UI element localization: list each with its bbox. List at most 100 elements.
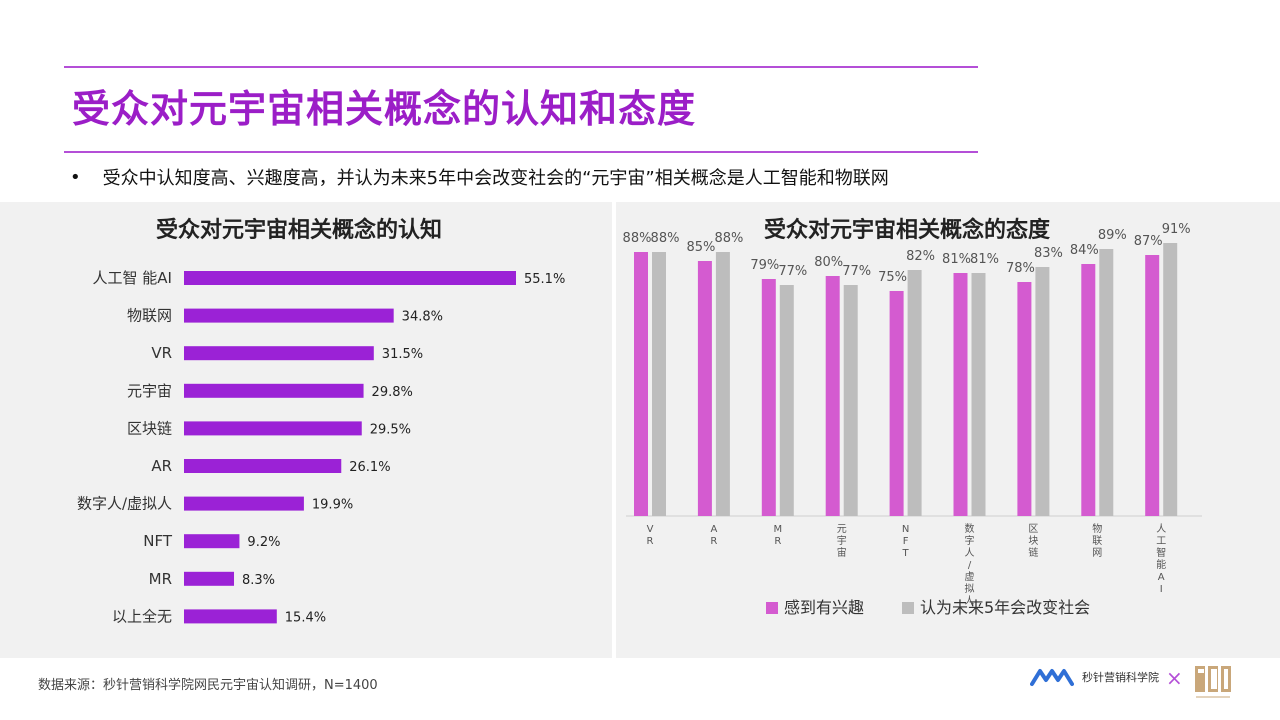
category-label: M	[773, 524, 782, 535]
category-label: VR	[151, 344, 172, 362]
category-label: 数	[965, 522, 975, 535]
awareness-bar-chart: 人工智 能AI 55.1% 物联网 34.8% VR 31.5% 元宇宙 29.8% 区块链 29…	[77, 269, 565, 625]
interest-bar	[953, 273, 968, 516]
value-label: 81%	[970, 252, 999, 267]
change-bar	[715, 252, 730, 516]
category-label: 元	[837, 524, 847, 535]
category-label: 智	[1156, 546, 1166, 559]
cobrand-separator: ×	[1166, 666, 1183, 690]
value-label: 81%	[942, 252, 971, 267]
category-label: 能	[1156, 558, 1166, 571]
category-label: 工	[1156, 536, 1166, 547]
category-label: I	[1160, 584, 1163, 595]
category-label: 块	[1028, 535, 1038, 547]
change-bar	[1099, 249, 1114, 516]
bullet-point: • 受众中认知度高、兴趣度高，并认为未来5年中会改变社会的“元宇宙”相关概念是人…	[70, 164, 889, 190]
legend-label-change: 认为未来5年会改变社会	[920, 598, 1090, 617]
value-label: 84%	[1070, 243, 1099, 258]
interest-bar	[889, 291, 904, 516]
awareness-bar	[184, 496, 304, 511]
category-label: R	[774, 536, 781, 547]
interest-bar	[761, 279, 776, 516]
category-label: AR	[151, 457, 172, 475]
change-bar	[1035, 267, 1050, 516]
value-label: 87%	[1134, 234, 1163, 249]
awareness-bar	[184, 308, 394, 323]
value-label: 78%	[1006, 261, 1035, 276]
value-label: 26.1%	[349, 460, 390, 475]
awareness-bar	[184, 534, 240, 549]
value-label: 55.1%	[524, 272, 565, 287]
interest-bar	[1081, 264, 1096, 516]
awareness-chart-title: 受众对元宇宙相关概念的认知	[156, 218, 443, 243]
value-label: 19.9%	[312, 498, 353, 513]
brand-mark-icon	[1030, 669, 1074, 686]
category-label: N	[902, 524, 909, 535]
category-label: V	[647, 524, 654, 535]
category-label: 人	[965, 547, 975, 559]
category-label: MR	[149, 570, 172, 588]
category-label: 链	[1028, 546, 1038, 559]
change-bar	[907, 270, 922, 516]
category-label: 人	[1156, 523, 1166, 535]
value-label: 29.8%	[372, 385, 413, 400]
interest-bar	[697, 261, 712, 516]
value-label: 77%	[778, 264, 807, 279]
value-label: 9.2%	[247, 535, 280, 550]
category-label: 数字人/虚拟人	[77, 495, 172, 513]
brand-name: 秒针营销科学院	[1082, 671, 1159, 684]
change-bar	[971, 273, 986, 516]
category-label: /	[968, 560, 972, 571]
legend-swatch-interest	[766, 602, 778, 614]
awareness-bar	[184, 421, 362, 436]
category-label: 网	[1092, 547, 1102, 559]
value-label: 75%	[878, 270, 907, 285]
bullet-text: 受众中认知度高、兴趣度高，并认为未来5年中会改变社会的“元宇宙”相关概念是人工智…	[102, 168, 889, 189]
category-label: 宙	[837, 546, 847, 559]
category-label: A	[710, 524, 717, 535]
awareness-bar	[184, 571, 235, 586]
awareness-chart-panel: 受众对元宇宙相关概念的认知 人工智 能AI 55.1% 物联网 34.8% VR 31.5…	[0, 202, 612, 658]
category-label: 元宇宙	[127, 382, 172, 400]
category-label: 物	[1092, 522, 1102, 535]
awareness-bar	[184, 346, 374, 361]
legend-swatch-change	[902, 602, 914, 614]
value-label: 79%	[750, 258, 779, 273]
category-label: R	[647, 536, 654, 547]
change-bar	[843, 285, 858, 516]
title-top-rule	[64, 66, 978, 68]
value-label: 88%	[651, 231, 680, 246]
value-label: 88%	[623, 231, 652, 246]
bullet-symbol: •	[70, 166, 81, 188]
title-bottom-rule	[64, 151, 978, 153]
value-label: 77%	[842, 264, 871, 279]
category-label: 宇	[837, 534, 847, 547]
awareness-bar	[184, 271, 516, 285]
interest-bar	[634, 252, 648, 516]
category-label: 人	[965, 595, 975, 607]
change-bar	[652, 252, 666, 516]
value-label: 29.5%	[370, 422, 411, 437]
value-label: 88%	[714, 231, 743, 246]
category-label: 人工智 能AI	[93, 269, 172, 287]
category-label: 区块链	[127, 419, 172, 437]
category-label: NFT	[143, 532, 173, 550]
category-label: 拟	[965, 582, 975, 595]
brand-logo: 秒针营销科学院	[1030, 666, 1159, 688]
awareness-bar	[184, 459, 342, 473]
value-label: 82%	[906, 249, 935, 264]
category-label: 虚	[965, 571, 975, 583]
interest-bar	[1017, 282, 1032, 516]
awareness-bar	[184, 383, 364, 398]
value-label: 83%	[1034, 246, 1063, 261]
change-bar	[779, 285, 794, 516]
category-label: R	[710, 536, 717, 547]
value-label: 80%	[814, 255, 843, 270]
category-label: F	[903, 536, 909, 547]
category-label: 联	[1092, 535, 1102, 547]
category-label: A	[1158, 572, 1165, 583]
value-label: 8.3%	[242, 573, 275, 588]
value-label: 85%	[686, 240, 715, 255]
change-bar	[1163, 243, 1178, 516]
value-label: 34.8%	[402, 310, 443, 325]
